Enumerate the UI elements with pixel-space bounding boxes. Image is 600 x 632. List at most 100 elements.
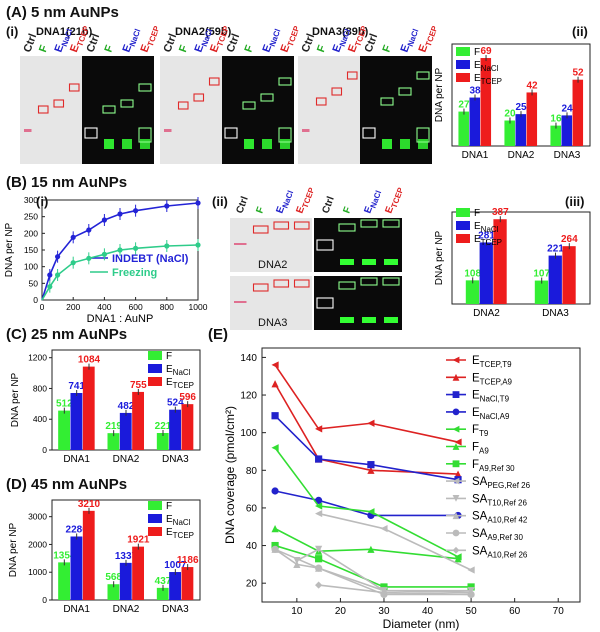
bar [493, 219, 507, 304]
data-point [315, 555, 323, 563]
legend-label: SAA9,Ref 30 [472, 528, 523, 542]
legend-label: INDEBT (NaCl) [112, 253, 189, 265]
x-axis-label: DNA1 : AuNP [87, 313, 154, 325]
bar [181, 567, 194, 600]
data-point [452, 443, 460, 450]
legend-label: F [166, 351, 172, 362]
gel-band-box [242, 101, 256, 110]
y-axis-label: DNA per NP [8, 522, 19, 577]
bar-value-label: 221 [155, 421, 172, 432]
legend-swatch [148, 501, 162, 510]
data-point [380, 583, 388, 591]
data-point [271, 545, 279, 553]
y-tick-label: 100 [240, 428, 257, 439]
gel-band [164, 129, 172, 132]
bar [480, 58, 492, 146]
bar [58, 410, 70, 450]
legend-swatch [456, 234, 470, 243]
gel-band-box [331, 87, 343, 96]
bar [70, 393, 83, 450]
series-line [296, 548, 472, 592]
series-line [274, 364, 459, 443]
series-line [274, 415, 459, 481]
gel-image-stain [298, 56, 360, 164]
bar-value-label: 52 [572, 68, 584, 79]
bar [107, 584, 120, 600]
y-tick-label: 250 [24, 212, 38, 222]
bar-value-label: 524 [167, 398, 184, 409]
gel-lane-label: F [254, 206, 266, 216]
gel-band-box [53, 99, 65, 108]
bar-value-label: 437 [155, 576, 172, 587]
bar-value-label: 20 [504, 109, 516, 120]
x-tick-label: 60 [509, 606, 521, 617]
gel-lane-label: ENaCl [362, 188, 383, 216]
x-tick-label: 600 [129, 302, 143, 312]
gel-lane-label: Ctrl [320, 195, 336, 215]
bar [479, 242, 493, 304]
series-line [318, 512, 472, 571]
bar-value-label: 219 [105, 421, 122, 432]
legend-label: Freezing [112, 267, 157, 279]
bar-value-label: 755 [130, 380, 147, 391]
gel-band-box [260, 93, 274, 102]
legend-label: ENaCl [166, 514, 191, 527]
legend-swatch [456, 60, 470, 69]
y-tick-label: 300 [24, 195, 38, 205]
gel-group-dna1: DNA1(21b) [36, 26, 93, 38]
panel-d-title: (D) 45 nm AuNPs [6, 476, 128, 493]
data-point [315, 455, 323, 463]
line-chart-e: 10 20 30 40 50 60 70 20 40 60 80 100 120 140 ETCEP,T9 E… [223, 347, 581, 631]
gel-band [234, 301, 247, 303]
gel-band [280, 139, 290, 149]
y-tick-label: 120 [240, 391, 257, 402]
x-tick-label: 70 [553, 606, 565, 617]
gel-band-box [252, 225, 269, 234]
bar-value-label: 482 [118, 401, 135, 412]
panel-e-title: (E) [208, 326, 228, 343]
bar [526, 92, 538, 146]
gel-band [400, 139, 410, 149]
y-axis-label: DNA coverage (pmol/cm²) [223, 406, 237, 544]
y-tick-label: 150 [24, 245, 38, 255]
gel-image-fluorescent [314, 276, 402, 330]
y-tick-label: 200 [24, 228, 38, 238]
gel-band-box [293, 221, 310, 230]
bar [572, 79, 584, 146]
gel-lane-label: ETCEP [279, 22, 302, 54]
x-category-label: DNA1 [63, 454, 90, 465]
series-line [41, 244, 199, 301]
gel-band [362, 317, 376, 323]
x-category-label: DNA3 [554, 150, 581, 161]
legend-label: ETCEP [166, 377, 194, 390]
legend-label: SAA10,Ref 42 [472, 511, 528, 525]
gel-band [382, 139, 392, 149]
gel-band-box [416, 71, 430, 80]
legend-swatch [456, 221, 470, 230]
legend-swatch [456, 47, 470, 56]
panel-a-ii-label: (ii) [572, 24, 588, 39]
gel-band-box [120, 99, 134, 108]
x-category-label: DNA2 [473, 308, 500, 319]
x-tick-label: 30 [378, 606, 390, 617]
data-point [467, 566, 475, 574]
x-category-label: DNA1 [462, 150, 489, 161]
bar [504, 120, 515, 146]
gel-band-box [360, 277, 378, 286]
gel-lane-label: F [243, 43, 257, 54]
gel-band-box [316, 239, 334, 251]
gel-lane-label: ETCEP [294, 184, 316, 215]
data-point [315, 502, 323, 510]
gel-band [140, 139, 150, 149]
bar-value-label: 281 [478, 230, 495, 241]
y-tick-label: 20 [246, 579, 258, 590]
x-tick-label: 20 [335, 606, 347, 617]
data-point [467, 583, 475, 591]
y-tick-label: 40 [246, 541, 258, 552]
gel-band [262, 139, 272, 149]
gel-band [24, 129, 32, 132]
series-line [274, 383, 459, 475]
gel-band-box [315, 97, 327, 106]
